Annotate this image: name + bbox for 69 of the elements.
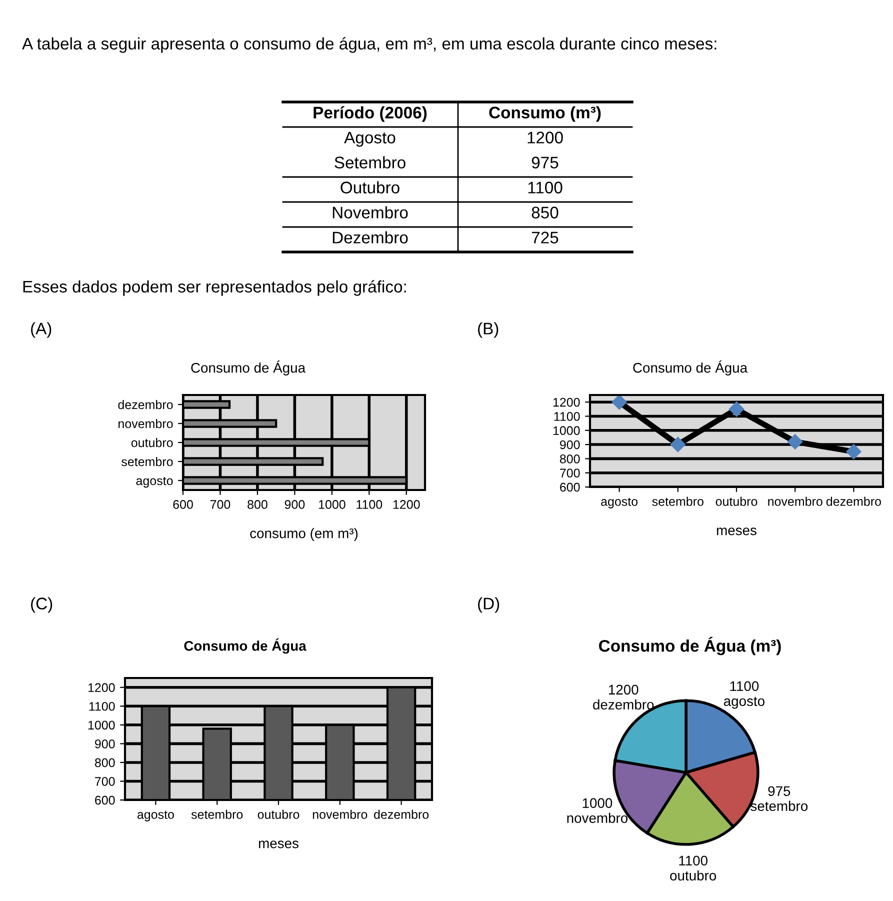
y-tick-label: 900 bbox=[95, 739, 115, 748]
text: Outubro bbox=[340, 181, 400, 194]
data-label: 1000 bbox=[582, 798, 612, 808]
y-tick-label: novembro bbox=[118, 418, 173, 428]
slice-label: outubro bbox=[670, 870, 716, 881]
y-tick-label: 600 bbox=[95, 796, 115, 805]
chart-title: Consumo de Água bbox=[191, 360, 306, 376]
text: Esses dados podem ser representados pelo gráfico: bbox=[23, 280, 406, 296]
y-tick-label: 800 bbox=[560, 454, 580, 464]
x-tick-label: outubro bbox=[258, 810, 300, 819]
y-tick-label: 1200 bbox=[88, 683, 115, 692]
chart-title: Consumo de Água bbox=[184, 638, 306, 654]
x-tick-label: setembro bbox=[191, 810, 243, 819]
x-axis-title: meses bbox=[258, 840, 298, 848]
x-tick-label: 800 bbox=[248, 500, 268, 509]
y-tick-label: 900 bbox=[560, 440, 580, 450]
text: 975 bbox=[532, 156, 558, 168]
y-tick-label: 1200 bbox=[553, 398, 580, 407]
x-tick-label: 700 bbox=[210, 500, 230, 509]
y-tick-label: 1000 bbox=[88, 720, 115, 730]
slice-label: agosto bbox=[724, 696, 764, 709]
data-label: 975 bbox=[768, 786, 790, 796]
x-tick-label: agosto bbox=[601, 498, 638, 508]
x-tick-label: setembro bbox=[652, 496, 704, 506]
x-tick-label: novembro bbox=[312, 810, 368, 819]
slice-label: dezembro bbox=[593, 699, 654, 710]
chart-subtitle: (B) bbox=[478, 322, 498, 338]
data-label: 1100 bbox=[730, 681, 759, 692]
y-tick-label: 700 bbox=[95, 777, 115, 786]
data-label: 1100 bbox=[679, 856, 708, 866]
x-axis-title: meses bbox=[716, 528, 756, 536]
text: 1100 bbox=[528, 182, 562, 194]
text: 725 bbox=[532, 232, 558, 244]
text: Agosto bbox=[344, 132, 396, 147]
chart-subtitle: (C) bbox=[31, 597, 52, 613]
y-tick-label: agosto bbox=[136, 476, 173, 488]
y-tick-label: dezembro bbox=[118, 400, 173, 410]
text: Dezembro bbox=[332, 231, 408, 244]
x-tick-label: dezembro bbox=[374, 810, 429, 819]
x-axis-title: consumo (em m³) bbox=[250, 528, 358, 541]
chart-title: Consumo de Água bbox=[633, 360, 748, 376]
y-tick-label: 700 bbox=[560, 468, 580, 478]
chart-subtitle: (D) bbox=[478, 597, 500, 613]
x-tick-label: novembro bbox=[768, 496, 822, 506]
x-tick-label: outubro bbox=[716, 496, 758, 506]
slice-label: setembro bbox=[750, 800, 808, 811]
text: A tabela a seguir apresenta o consumo de água, em m³, em uma escola durante cinco meses: bbox=[22, 37, 716, 53]
y-tick-label: setembro bbox=[122, 456, 173, 466]
chart-title: Consumo de Água (m³) bbox=[599, 636, 781, 656]
text: Período (2006) bbox=[314, 106, 427, 122]
data-label: 1200 bbox=[608, 684, 638, 695]
y-tick-label: 1000 bbox=[553, 426, 580, 436]
y-tick-label: 600 bbox=[560, 482, 580, 492]
y-tick-label: 1100 bbox=[89, 702, 115, 711]
x-tick-label: 900 bbox=[284, 500, 305, 509]
x-tick-label: 600 bbox=[173, 500, 193, 509]
y-tick-label: outubro bbox=[131, 438, 173, 448]
y-tick-label: 1100 bbox=[554, 412, 580, 421]
text: Setembro bbox=[334, 156, 406, 168]
x-tick-label: 1200 bbox=[393, 500, 420, 509]
text: Novembro bbox=[332, 206, 408, 218]
x-tick-label: 1100 bbox=[356, 500, 382, 509]
y-tick-label: 800 bbox=[94, 758, 115, 768]
text: Consumo (m³) bbox=[489, 106, 601, 122]
x-tick-label: 1000 bbox=[318, 500, 346, 509]
text: 850 bbox=[532, 206, 558, 218]
x-tick-label: dezembro bbox=[826, 496, 881, 506]
text: (A) bbox=[31, 322, 52, 338]
text: 1200 bbox=[528, 132, 563, 144]
